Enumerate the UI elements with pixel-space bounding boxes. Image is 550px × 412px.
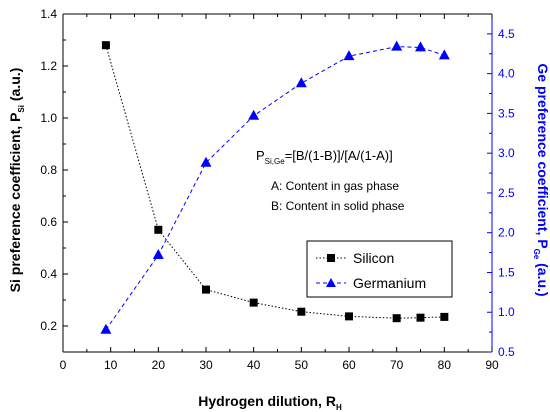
- formula-rhs: =[B/(1-B)]/[A/(1-A)]: [285, 148, 393, 163]
- data-point-germanium: [200, 156, 212, 167]
- y-axis-left-title-sub: Si: [17, 105, 26, 113]
- data-point-germanium: [438, 49, 450, 60]
- legend-box: [306, 240, 453, 298]
- data-point-germanium: [248, 109, 260, 120]
- data-point-germanium: [100, 323, 112, 334]
- x-tick-label: 30: [199, 358, 213, 372]
- y-axis-right-title-text: Ge preference coefficient, P: [535, 63, 550, 248]
- legend-marker-germanium: [326, 278, 336, 287]
- y-left-tick-label: 0.6: [40, 215, 57, 229]
- legend-label-germanium: Germanium: [353, 275, 426, 291]
- legend-marker-silicon: [327, 254, 335, 262]
- y-right-tick-label: 1.0: [498, 305, 515, 319]
- data-point-silicon: [440, 312, 449, 321]
- y-right-tick-label: 2.0: [498, 226, 515, 240]
- annotation-line-a: A: Content in gas phase: [271, 179, 399, 193]
- y-left-tick-label: 1.4: [40, 7, 57, 21]
- annotation-line-b: B: Content in solid phase: [271, 199, 405, 213]
- y-right-tick-label: 3.5: [498, 106, 515, 120]
- formula-annotation: PSi,Ge=[B/(1-B)]/[A/(1-A)] A: Content in…: [256, 148, 405, 213]
- svg-text:PSi,Ge=[B/(1-B)]/[A/(1-A)]: PSi,Ge=[B/(1-B)]/[A/(1-A)]: [256, 148, 393, 166]
- y-left-tick-label: 0.2: [40, 319, 57, 333]
- x-axis-title-text: Hydrogen dilution, R: [198, 393, 336, 409]
- x-tick-label: 0: [60, 358, 67, 372]
- data-point-silicon: [345, 312, 353, 321]
- series-line-silicon: [105, 45, 445, 319]
- y-left-tick-label: 1.2: [40, 59, 57, 73]
- data-point-germanium: [391, 40, 403, 51]
- legend: Silicon Germanium: [306, 240, 453, 298]
- y-right-tick-label: 0.5: [498, 345, 515, 359]
- y-right-tick-label: 4.0: [498, 67, 515, 81]
- y-left-tick-label: 0.4: [40, 267, 57, 281]
- x-axis-title: Hydrogen dilution, RH: [198, 393, 342, 412]
- y-right-tick-label: 3.0: [498, 146, 515, 160]
- data-point-silicon: [154, 225, 163, 234]
- y-axis-right-title-suffix: (a.u.): [535, 259, 550, 296]
- y-left-tick-label: 0.8: [40, 163, 57, 177]
- y-right-tick-label: 2.5: [498, 186, 515, 200]
- data-point-germanium: [295, 77, 307, 88]
- data-point-germanium: [415, 41, 426, 52]
- y-right-tick-label: 4.5: [498, 27, 515, 41]
- data-point-germanium: [343, 50, 355, 61]
- formula-lhs-sub: Si,Ge: [265, 157, 286, 166]
- y-axis-left-title-suffix: (a.u.): [7, 68, 23, 105]
- axis-ticks: 0 10 20 30 40 50 60 70 80 90 0.2 0.4 0.6 0.8 1.0 1.2 1.4…: [40, 7, 515, 372]
- data-point-silicon: [392, 314, 401, 323]
- series-layer: [100, 40, 450, 334]
- data-point-silicon: [202, 285, 210, 294]
- x-tick-label: 20: [152, 358, 166, 372]
- data-point-silicon: [249, 298, 258, 307]
- y-axis-left-title-text: Si preference coefficient, P: [7, 113, 23, 293]
- data-point-silicon: [297, 307, 306, 316]
- y-axis-right-title-sub: Ge: [532, 249, 541, 260]
- x-tick-label: 50: [295, 358, 309, 372]
- x-tick-label: 90: [485, 358, 499, 372]
- x-tick-label: 80: [438, 358, 452, 372]
- formula-lhs: P: [256, 148, 265, 163]
- x-axis-title-sub: H: [336, 403, 342, 412]
- x-tick-label: 10: [104, 358, 118, 372]
- data-point-silicon: [101, 41, 110, 50]
- x-tick-label: 40: [247, 358, 261, 372]
- y-axis-left-title: Si preference coefficient, PSi (a.u.): [7, 68, 26, 293]
- y-right-tick-label: 1.5: [498, 265, 515, 279]
- x-tick-label: 70: [390, 358, 404, 372]
- data-point-germanium: [152, 248, 164, 259]
- y-left-tick-label: 1.0: [40, 111, 57, 125]
- legend-label-silicon: Silicon: [353, 250, 394, 266]
- y-axis-right-title: Ge preference coefficient, PGe (a.u.): [532, 63, 550, 296]
- data-point-silicon: [416, 313, 425, 322]
- x-tick-label: 60: [342, 358, 356, 372]
